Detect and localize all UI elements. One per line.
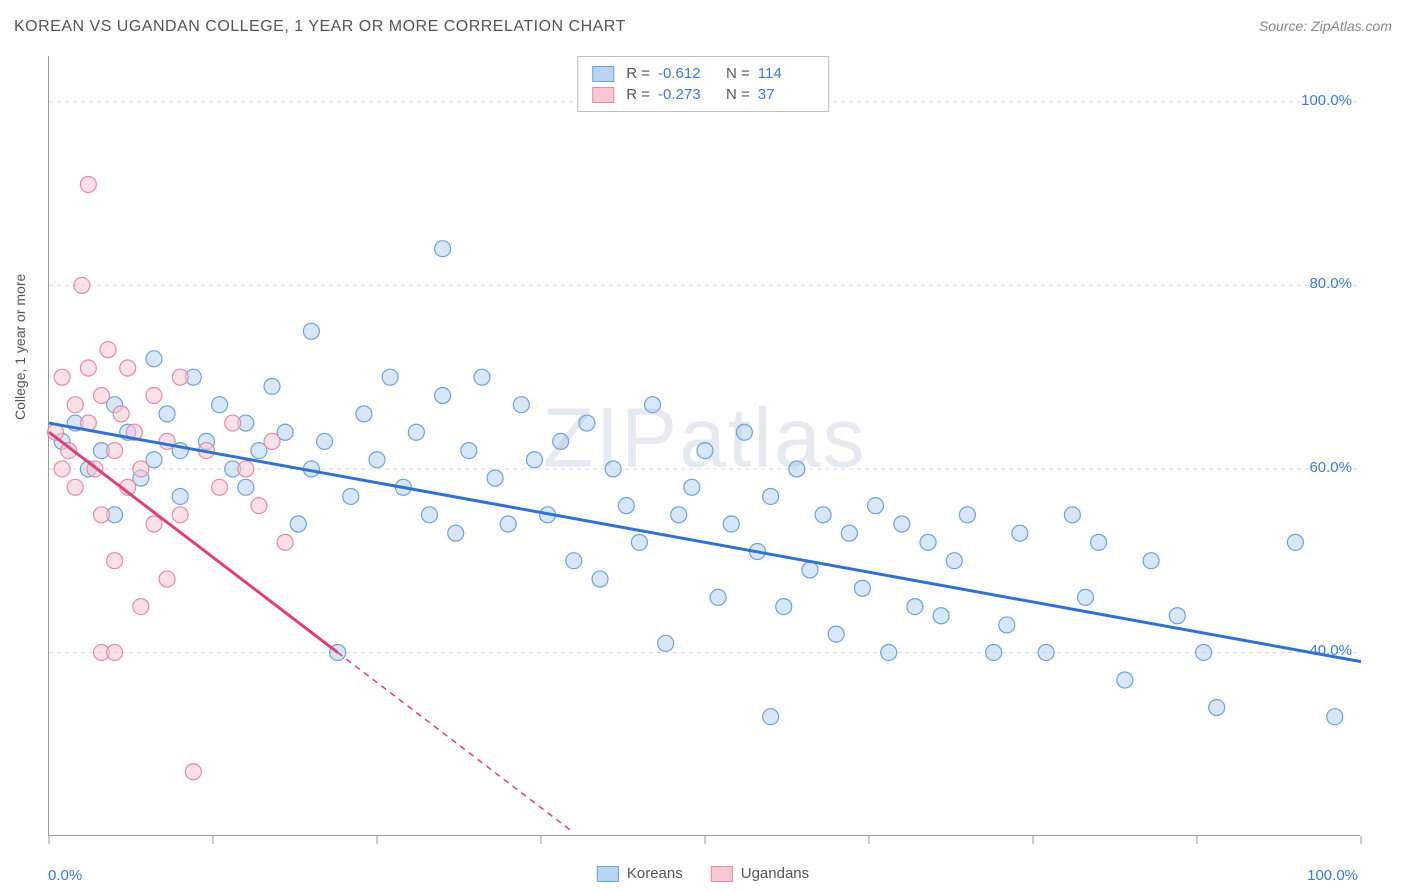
scatter-plot	[49, 56, 1360, 835]
x-axis-end-label: 100.0%	[1307, 867, 1358, 884]
legend-series: Koreans Ugandans	[597, 865, 809, 882]
r-label: R =	[626, 86, 650, 103]
r-label: R =	[626, 65, 650, 82]
chart-header: KOREAN VS UGANDAN COLLEGE, 1 YEAR OR MOR…	[14, 18, 1392, 48]
chart-title: KOREAN VS UGANDAN COLLEGE, 1 YEAR OR MOR…	[14, 18, 626, 35]
swatch-koreans	[592, 66, 614, 82]
legend-label-koreans: Koreans	[627, 865, 683, 882]
n-value-koreans: 114	[758, 65, 814, 82]
y-tick-label: 100.0%	[1301, 92, 1352, 109]
y-axis-label: College, 1 year or more	[12, 274, 28, 420]
legend-row-ugandans: R = -0.273 N = 37	[592, 84, 814, 105]
plot-area: ZIPatlas	[48, 56, 1360, 836]
swatch-koreans-icon	[597, 866, 619, 882]
y-tick-label: 60.0%	[1309, 459, 1352, 476]
y-tick-label: 40.0%	[1309, 642, 1352, 659]
swatch-ugandans-icon	[711, 866, 733, 882]
legend-item-koreans: Koreans	[597, 865, 683, 882]
source-attribution: Source: ZipAtlas.com	[1259, 18, 1392, 34]
n-label: N =	[726, 86, 750, 103]
y-tick-label: 80.0%	[1309, 275, 1352, 292]
legend-item-ugandans: Ugandans	[711, 865, 809, 882]
legend-stats: R = -0.612 N = 114 R = -0.273 N = 37	[577, 56, 829, 112]
n-label: N =	[726, 65, 750, 82]
n-value-ugandans: 37	[758, 86, 814, 103]
legend-row-koreans: R = -0.612 N = 114	[592, 63, 814, 84]
r-value-ugandans: -0.273	[658, 86, 714, 103]
swatch-ugandans	[592, 87, 614, 103]
x-axis-start-label: 0.0%	[48, 867, 82, 884]
legend-label-ugandans: Ugandans	[741, 865, 809, 882]
r-value-koreans: -0.612	[658, 65, 714, 82]
